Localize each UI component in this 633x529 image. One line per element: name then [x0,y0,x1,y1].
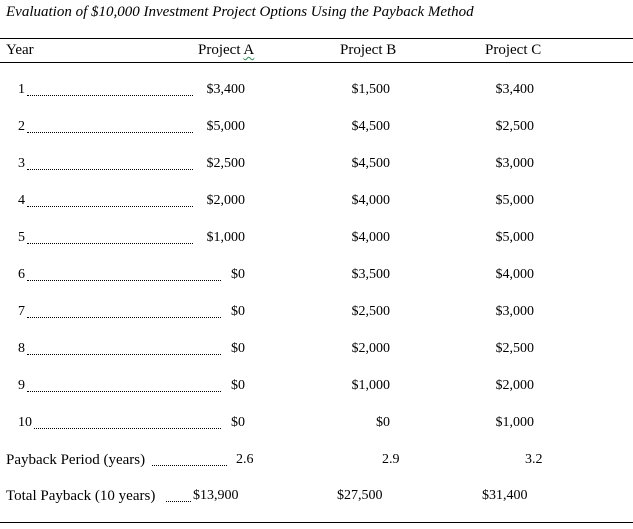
project-b-cell: $4,000 [351,193,391,208]
leader-dots [27,132,193,133]
table-row: 3 $2,500 $4,500 $3,000 [0,156,633,178]
leader-dots [27,354,221,355]
year-cell: 1 [18,82,25,97]
payback-a: 2.6 [236,452,254,467]
project-a-cell: $1,000 [206,230,246,245]
total-label: Total Payback (10 years) [6,488,156,504]
year-cell: 2 [18,119,25,134]
payback-label: Payback Period (years) [6,452,146,468]
year-cell: 7 [18,304,25,319]
leader-dots [27,169,193,170]
table-row: 9 $0 $1,000 $2,000 [0,378,633,400]
year-cell: 3 [18,156,25,171]
header-project-a: Project A [198,42,254,59]
total-row: Total Payback (10 years) $13,900 $27,500… [0,488,633,510]
project-b-cell: $0 [376,415,390,430]
leader-dots [27,243,193,244]
project-b-cell: $4,500 [351,119,391,134]
table-row: 2 $5,000 $4,500 $2,500 [0,119,633,141]
leader-dots [27,280,221,281]
leader-dots [152,465,227,466]
table-title: Evaluation of $10,000 Investment Project… [6,4,474,20]
project-a-cell: $5,000 [206,119,246,134]
spellcheck-squiggle: A [243,42,255,58]
leader-dots [27,95,193,96]
table-row: 4 $2,000 $4,000 $5,000 [0,193,633,215]
leader-dots [27,391,221,392]
bottom-rule [0,522,633,523]
total-c: $31,400 [482,488,528,503]
header-year: Year [6,42,34,58]
project-b-cell: $1,000 [351,378,391,393]
project-a-cell: $0 [231,341,245,356]
leader-dots [27,317,221,318]
total-a: $13,900 [193,488,239,503]
project-c-cell: $3,000 [495,156,535,171]
header-rule [0,62,633,63]
project-b-cell: $1,500 [351,82,391,97]
project-b-cell: $4,500 [351,156,391,171]
year-cell: 9 [18,378,25,393]
year-cell: 5 [18,230,25,245]
payback-b: 2.9 [382,452,400,467]
project-b-cell: $2,500 [351,304,391,319]
year-cell: 8 [18,341,25,356]
top-rule [0,38,633,39]
project-c-cell: $2,500 [495,119,535,134]
project-c-cell: $3,400 [495,82,535,97]
leader-dots [34,428,221,429]
year-cell: 10 [18,415,32,430]
table-row: 8 $0 $2,000 $2,500 [0,341,633,363]
table-row: 5 $1,000 $4,000 $5,000 [0,230,633,252]
year-cell: 6 [18,267,25,282]
project-c-cell: $2,500 [495,341,535,356]
project-b-cell: $3,500 [351,267,391,282]
table-row: 10 $0 $0 $1,000 [0,415,633,437]
project-a-cell: $0 [231,304,245,319]
project-c-cell: $3,000 [495,304,535,319]
project-b-cell: $2,000 [351,341,391,356]
payback-c: 3.2 [525,452,543,467]
leader-dots [166,501,191,502]
project-b-cell: $4,000 [351,230,391,245]
leader-dots [27,206,193,207]
project-a-cell: $0 [231,267,245,282]
project-c-cell: $2,000 [495,378,535,393]
project-a-cell: $0 [231,378,245,393]
project-c-cell: $4,000 [495,267,535,282]
table-row: 7 $0 $2,500 $3,000 [0,304,633,326]
project-a-cell: $2,000 [206,193,246,208]
project-c-cell: $5,000 [495,193,535,208]
header-project-a-label: Project A [198,42,255,58]
header-project-c: Project C [485,42,542,58]
table-row: 1 $3,400 $1,500 $3,400 [0,82,633,104]
payback-row: Payback Period (years) 2.6 2.9 3.2 [0,452,633,474]
project-c-cell: $5,000 [495,230,535,245]
project-a-cell: $2,500 [206,156,246,171]
header-project-b: Project B [340,42,397,58]
project-a-cell: $3,400 [206,82,246,97]
table-row: 6 $0 $3,500 $4,000 [0,267,633,289]
year-cell: 4 [18,193,25,208]
total-b: $27,500 [337,488,383,503]
project-c-cell: $1,000 [495,415,535,430]
project-a-cell: $0 [231,415,245,430]
